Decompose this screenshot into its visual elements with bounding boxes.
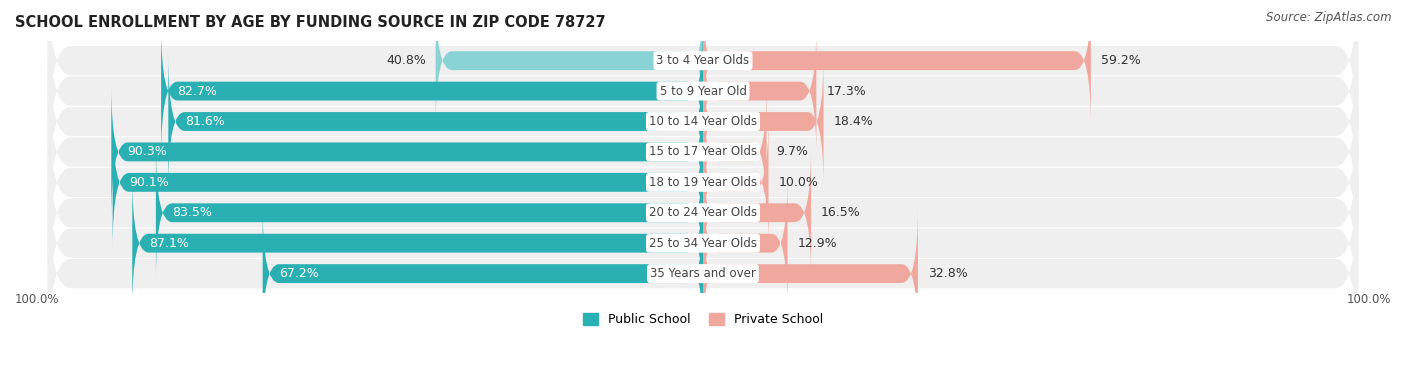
FancyBboxPatch shape xyxy=(48,0,1358,183)
FancyBboxPatch shape xyxy=(48,151,1358,335)
Text: 90.3%: 90.3% xyxy=(128,146,167,158)
Text: 18 to 19 Year Olds: 18 to 19 Year Olds xyxy=(650,176,756,189)
FancyBboxPatch shape xyxy=(436,0,703,127)
FancyBboxPatch shape xyxy=(111,85,703,219)
Text: 82.7%: 82.7% xyxy=(177,84,218,98)
Text: 40.8%: 40.8% xyxy=(387,54,426,67)
FancyBboxPatch shape xyxy=(703,55,824,188)
Text: 59.2%: 59.2% xyxy=(1101,54,1140,67)
FancyBboxPatch shape xyxy=(703,85,766,219)
Text: 5 to 9 Year Old: 5 to 9 Year Old xyxy=(659,84,747,98)
FancyBboxPatch shape xyxy=(703,25,817,158)
Text: 100.0%: 100.0% xyxy=(15,293,59,307)
FancyBboxPatch shape xyxy=(48,30,1358,213)
Text: 20 to 24 Year Olds: 20 to 24 Year Olds xyxy=(650,206,756,219)
Text: 83.5%: 83.5% xyxy=(173,206,212,219)
FancyBboxPatch shape xyxy=(48,0,1358,153)
Text: Source: ZipAtlas.com: Source: ZipAtlas.com xyxy=(1267,11,1392,24)
FancyBboxPatch shape xyxy=(48,121,1358,305)
Text: 10.0%: 10.0% xyxy=(779,176,818,189)
Text: 16.5%: 16.5% xyxy=(821,206,860,219)
FancyBboxPatch shape xyxy=(162,25,703,158)
Text: 3 to 4 Year Olds: 3 to 4 Year Olds xyxy=(657,54,749,67)
FancyBboxPatch shape xyxy=(703,146,811,279)
FancyBboxPatch shape xyxy=(48,90,1358,274)
FancyBboxPatch shape xyxy=(112,116,703,249)
FancyBboxPatch shape xyxy=(703,207,918,340)
Text: 17.3%: 17.3% xyxy=(827,84,866,98)
Text: 10 to 14 Year Olds: 10 to 14 Year Olds xyxy=(650,115,756,128)
FancyBboxPatch shape xyxy=(703,116,769,249)
Text: SCHOOL ENROLLMENT BY AGE BY FUNDING SOURCE IN ZIP CODE 78727: SCHOOL ENROLLMENT BY AGE BY FUNDING SOUR… xyxy=(15,15,606,30)
FancyBboxPatch shape xyxy=(48,182,1358,365)
Text: 32.8%: 32.8% xyxy=(928,267,967,280)
Text: 35 Years and over: 35 Years and over xyxy=(650,267,756,280)
Text: 67.2%: 67.2% xyxy=(278,267,319,280)
Text: 81.6%: 81.6% xyxy=(184,115,225,128)
FancyBboxPatch shape xyxy=(132,176,703,310)
Text: 25 to 34 Year Olds: 25 to 34 Year Olds xyxy=(650,237,756,250)
Text: 100.0%: 100.0% xyxy=(1347,293,1391,307)
FancyBboxPatch shape xyxy=(263,207,703,340)
Text: 9.7%: 9.7% xyxy=(776,146,808,158)
Legend: Public School, Private School: Public School, Private School xyxy=(576,307,830,333)
FancyBboxPatch shape xyxy=(156,146,703,279)
FancyBboxPatch shape xyxy=(703,176,787,310)
Text: 90.1%: 90.1% xyxy=(129,176,169,189)
FancyBboxPatch shape xyxy=(48,60,1358,244)
FancyBboxPatch shape xyxy=(703,0,1091,127)
FancyBboxPatch shape xyxy=(169,55,703,188)
Text: 15 to 17 Year Olds: 15 to 17 Year Olds xyxy=(650,146,756,158)
Text: 18.4%: 18.4% xyxy=(834,115,873,128)
Text: 12.9%: 12.9% xyxy=(797,237,837,250)
Text: 87.1%: 87.1% xyxy=(149,237,188,250)
